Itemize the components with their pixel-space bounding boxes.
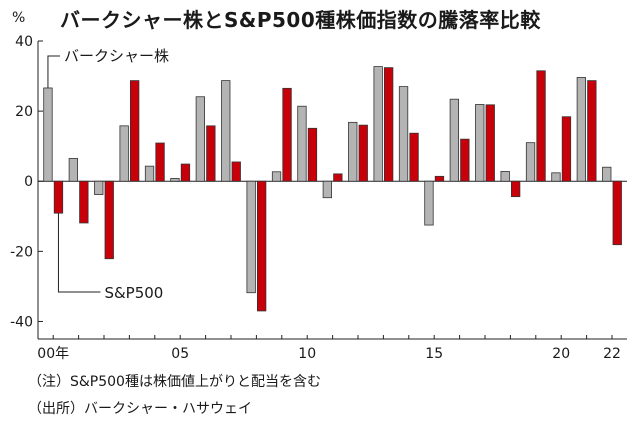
y-tick-label: 20 [15,104,33,120]
berkshire-bar [500,171,510,182]
sp500-bar [485,104,495,182]
berkshire-bar [348,121,358,182]
berkshire-bar [68,158,78,182]
chart-title: バークシャー株とS&P500種株価指数の騰落率比較 [60,8,541,32]
sp500-leader-line [57,213,101,293]
sp500-bar [256,180,267,312]
sp500-series-label: S&P500 [104,284,163,302]
x-tick-label: 20 [552,346,570,362]
berkshire-bar [144,165,155,182]
berkshire-bar [322,180,333,199]
y-tick-label: 0 [24,174,33,190]
berkshire-bar [221,80,231,182]
berkshire-bar [119,125,129,182]
berkshire-bar [246,180,256,294]
berkshire-bar [449,98,460,182]
sp500-bar [104,180,114,260]
x-tick-label: 15 [425,346,443,362]
sp500-bar [383,67,394,182]
y-tick-label: -20 [10,244,33,260]
sp500-bar [79,180,89,224]
berkshire-bar [424,180,434,226]
unit-label: % [12,10,26,26]
x-tick-label: 00年 [37,346,69,362]
berkshire-leader-line [47,55,60,88]
sp500-bar [129,80,140,182]
berkshire-series-label: バークシャー株 [64,47,169,65]
y-tick-label: 40 [15,34,33,50]
berkshire-bar [170,178,180,182]
sp500-bar [409,132,419,182]
source-note: （出所）バークシャー・ハサウェイ [28,401,252,417]
berkshire-bar [195,96,206,182]
sp500-bar [612,180,622,246]
x-tick-label: 05 [171,346,189,362]
y-tick-label: -40 [10,314,33,330]
sp500-bar [231,161,241,182]
sp500-bar [333,173,343,182]
berkshire-bar [297,105,307,182]
sp500-bar [587,80,597,182]
berkshire-bar [475,104,485,182]
berkshire-bar [576,77,586,182]
berkshire-bar [525,142,536,182]
berkshire-bar [602,166,612,182]
sp500-bar [536,70,546,182]
berkshire-bar [551,172,561,182]
sp500-bar [180,163,191,182]
sp500-bar [434,175,445,182]
footnote: （注）S&P500種は株価値上がりと配当を含む [28,374,321,390]
x-tick-label: 22 [603,346,621,362]
berkshire-bar [271,171,282,182]
sp500-bar [206,125,216,182]
sp500-bar [307,127,318,182]
berkshire-bar [398,86,409,182]
sp500-bar [358,124,368,182]
berkshire-bar [43,87,53,182]
berkshire-bar [373,66,383,182]
x-tick-label: 10 [298,346,316,362]
sp500-bar [155,142,165,182]
sp500-bar [282,87,292,182]
berkshire-bar [94,180,104,195]
sp500-bar [510,180,521,198]
sp500-bar [561,116,572,182]
sp500-bar [460,138,470,182]
sp500-bar [53,180,64,214]
